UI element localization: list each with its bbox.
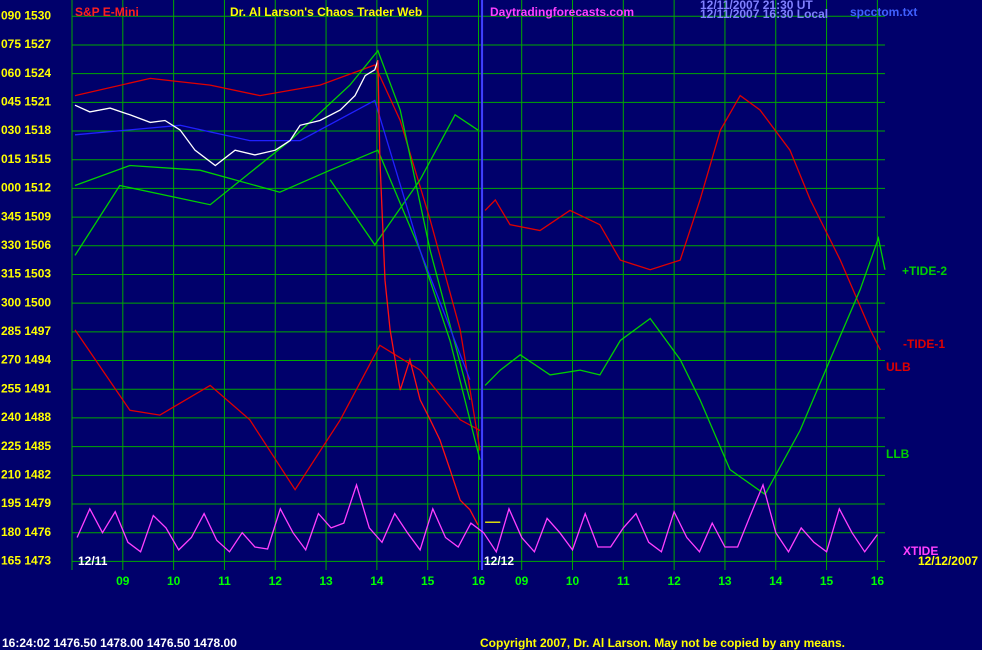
quote: 16:24:02 1476.50 1478.00 1476.50 1478.00 <box>2 636 237 650</box>
file-name: spcctom.txt <box>850 5 917 19</box>
x-tick-label: 14 <box>769 574 783 588</box>
series-line <box>74 64 481 451</box>
time-local: 12/11/2007 16:30 Local <box>700 7 828 21</box>
y-tick-label: 285 1497 <box>1 324 51 338</box>
series-line <box>76 482 878 554</box>
x-tick-label: 12 <box>269 574 283 588</box>
series-label: XTIDE <box>903 544 938 558</box>
band-label: LLB <box>886 447 910 461</box>
y-tick-label: 300 1500 <box>1 295 51 309</box>
y-tick-label: 225 1485 <box>1 439 51 453</box>
y-tick-label: 255 1491 <box>1 381 51 395</box>
date-label: 12/12/2007 <box>918 554 978 568</box>
y-tick-label: 180 1476 <box>1 525 51 539</box>
series-line <box>74 49 471 400</box>
y-tick-label: 315 1503 <box>1 267 51 281</box>
x-tick-label: 12 <box>667 574 681 588</box>
y-tick-label: 000 1512 <box>1 181 51 195</box>
time-ut: 12/11/2007 21:30 UT <box>700 0 813 12</box>
band-label: ULB <box>886 360 911 374</box>
date-label: 12/11 <box>78 554 108 568</box>
date-label: 12/12 <box>484 554 514 568</box>
y-tick-label: 195 1479 <box>1 496 51 510</box>
y-tick-label: 075 1527 <box>1 37 51 51</box>
series-line <box>484 235 886 496</box>
market-name: S&P E-Mini <box>75 5 139 19</box>
x-tick-label: 10 <box>566 574 580 588</box>
y-tick-label: 030 1518 <box>1 123 51 137</box>
y-tick-label: 210 1482 <box>1 467 51 481</box>
x-tick-label: 16 <box>472 574 486 588</box>
chart-title: Dr. Al Larson's Chaos Trader Web <box>230 5 422 19</box>
series-line <box>484 94 881 351</box>
series-label: +TIDE-2 <box>902 264 947 278</box>
y-tick-label: 270 1494 <box>1 353 51 367</box>
y-tick-label: 165 1473 <box>1 554 51 568</box>
x-tick-label: 11 <box>218 574 231 588</box>
y-tick-label: 240 1488 <box>1 410 51 424</box>
x-tick-label: 09 <box>515 574 529 588</box>
series-line <box>74 329 481 491</box>
y-tick-label: 330 1506 <box>1 238 51 252</box>
x-tick-label: 16 <box>871 574 885 588</box>
series-line <box>329 113 479 246</box>
x-tick-label: 13 <box>319 574 333 588</box>
series-line <box>74 149 481 461</box>
x-tick-label: 13 <box>718 574 732 588</box>
plot-area <box>71 0 886 570</box>
y-tick-label: 345 1509 <box>1 209 51 223</box>
y-tick-label: 060 1524 <box>1 66 51 80</box>
series-line <box>377 60 479 526</box>
x-tick-label: 09 <box>116 574 130 588</box>
x-tick-label: 11 <box>617 574 630 588</box>
y-tick-label: 015 1515 <box>1 152 51 166</box>
x-tick-label: 14 <box>370 574 384 588</box>
copyright: Copyright 2007, Dr. Al Larson. May not b… <box>480 636 845 650</box>
x-tick-label: 10 <box>167 574 181 588</box>
series-line <box>74 60 379 167</box>
series-label: -TIDE-1 <box>903 337 945 351</box>
x-tick-label: 15 <box>421 574 435 588</box>
site-name: Daytradingforecasts.com <box>490 5 634 19</box>
y-tick-label: 090 1530 <box>1 8 51 22</box>
y-tick-label: 045 1521 <box>1 95 51 109</box>
series-line <box>74 99 471 380</box>
x-tick-label: 15 <box>820 574 834 588</box>
